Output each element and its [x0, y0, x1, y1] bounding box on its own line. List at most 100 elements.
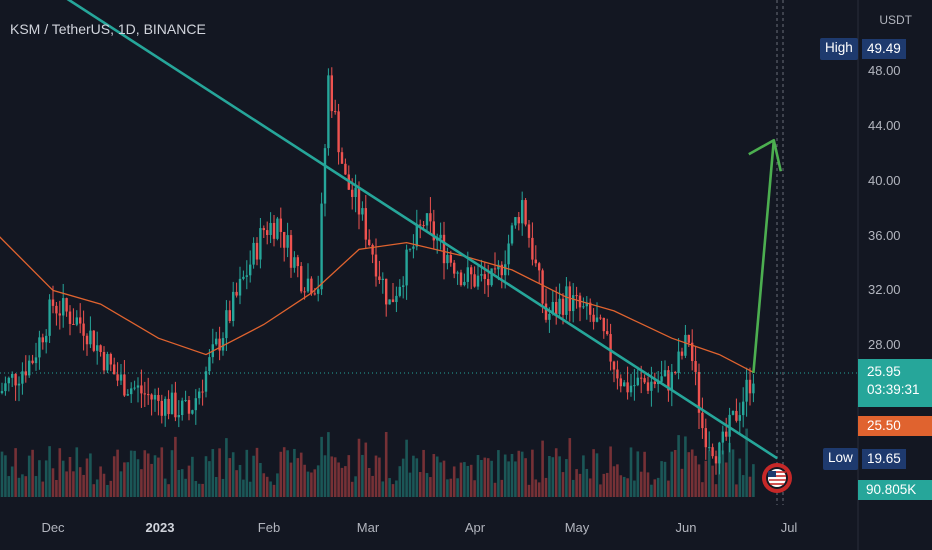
candle-body: [34, 357, 38, 364]
volume-bar: [303, 464, 306, 497]
price-tick: 44.00: [868, 118, 901, 133]
currency-label[interactable]: USDT: [879, 13, 912, 27]
candle-body: [113, 364, 116, 375]
candle-body: [279, 218, 282, 232]
volume-bar: [157, 457, 160, 497]
volume-bar: [299, 452, 303, 497]
volume-bar: [633, 480, 636, 497]
candle-body: [24, 371, 27, 376]
time-tick: Jun: [675, 520, 697, 535]
volume-bar: [575, 469, 578, 497]
volume-bar: [174, 436, 177, 497]
candle-body: [473, 274, 476, 287]
volume-bar: [38, 460, 41, 497]
candle-body: [510, 225, 514, 244]
candle-body: [102, 352, 106, 371]
candle-body: [31, 360, 34, 364]
volume-bar: [537, 482, 541, 497]
candle-body: [269, 222, 272, 235]
candle-body: [514, 217, 517, 226]
volume-bar: [133, 450, 136, 497]
candle-body: [541, 270, 544, 304]
candle-body: [677, 351, 680, 374]
candle-body: [232, 291, 235, 322]
volume-bar: [728, 442, 731, 497]
volume-bar: [65, 471, 68, 497]
candle-body: [480, 274, 483, 276]
volume-bar: [687, 452, 691, 497]
candle-body: [381, 278, 384, 280]
volume-bar: [643, 451, 646, 497]
volume-bar: [561, 472, 565, 497]
volume-bar: [745, 428, 748, 497]
candle-body: [524, 200, 527, 225]
candle-body: [0, 391, 4, 394]
candle-body: [595, 317, 599, 322]
volume-bar: [61, 460, 65, 497]
volume-bar: [361, 454, 364, 497]
volume-bar: [694, 455, 697, 497]
time-tick: 2023: [145, 520, 175, 535]
volume-bar: [466, 465, 470, 497]
volume-bar: [116, 449, 119, 497]
volume-bar: [129, 450, 133, 497]
volume-bar: [126, 462, 130, 497]
candle-body: [116, 374, 119, 381]
candle-body: [660, 376, 663, 382]
volume-bar: [330, 456, 334, 497]
candle-body: [7, 377, 10, 384]
candle-body: [374, 254, 378, 277]
candle-body: [272, 222, 276, 239]
time-tick: Dec: [41, 520, 65, 535]
volume-bar: [656, 477, 660, 497]
volume-bar: [333, 457, 337, 497]
volume-bar: [711, 465, 714, 497]
volume-bar: [456, 478, 459, 497]
candle-body: [45, 335, 48, 343]
candle-body: [242, 276, 245, 279]
volume-bar: [364, 442, 368, 497]
candle-body: [177, 414, 180, 418]
volume-bar: [235, 470, 238, 497]
candle-body: [340, 152, 344, 164]
volume-bar: [17, 477, 21, 497]
candle-body: [150, 394, 153, 400]
volume-bar: [204, 456, 208, 497]
volume-bar: [425, 473, 429, 497]
trend-line[interactable]: [33, 0, 778, 460]
candle-body: [313, 293, 316, 295]
projection-arrow[interactable]: [748, 138, 783, 374]
volume-bar: [524, 458, 527, 497]
volume-bar: [735, 484, 738, 497]
volume-bar: [316, 465, 320, 497]
volume-bar: [170, 450, 174, 497]
candle-body: [592, 314, 595, 322]
volume-bar: [418, 472, 422, 497]
candle-body: [429, 213, 432, 222]
symbol-title[interactable]: KSM / TetherUS, 1D, BINANCE: [10, 21, 206, 37]
volume-bar: [48, 446, 51, 497]
candle-body: [748, 379, 752, 394]
volume-bar: [548, 455, 551, 497]
candle-body: [170, 392, 174, 415]
candle-body: [221, 338, 225, 351]
candle-body: [368, 239, 371, 246]
candle-body: [126, 394, 129, 396]
candle-body: [432, 221, 435, 241]
volume-bar: [398, 466, 402, 497]
candle-body: [575, 295, 578, 297]
candle-body: [487, 279, 490, 286]
volume-bar: [381, 481, 385, 497]
volume-bar: [187, 465, 191, 497]
volume-bar: [476, 455, 480, 497]
candle-body: [174, 392, 177, 418]
volume-bar: [449, 478, 453, 497]
candle-body: [130, 388, 133, 395]
candle-body: [422, 225, 425, 227]
volume-bar: [422, 449, 425, 497]
volume-bar: [619, 475, 623, 497]
candle-body: [415, 224, 418, 247]
volume-bar: [405, 439, 408, 497]
candle-body: [565, 286, 568, 315]
